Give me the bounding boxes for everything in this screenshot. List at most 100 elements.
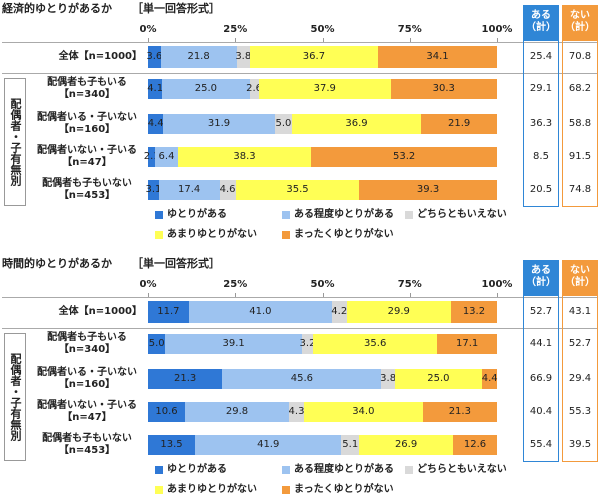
x-tick-label: 75% xyxy=(397,24,422,35)
tick-mark xyxy=(235,38,237,42)
category-label: 配偶者いる・子いない 【n=160】 xyxy=(37,112,137,135)
legend-label: まったくゆとりがない xyxy=(294,484,394,495)
value-label: 12.6 xyxy=(463,439,487,450)
value-label: 45.6 xyxy=(290,373,314,384)
value-label: 41.0 xyxy=(249,306,272,317)
value-label: 35.5 xyxy=(286,184,309,195)
chart-title: 経済的ゆとりがあるか xyxy=(2,2,112,15)
total-value: 52.7 xyxy=(568,338,592,349)
bar-segment xyxy=(235,180,360,200)
total-value: 52.7 xyxy=(529,306,553,317)
bar-segment xyxy=(148,46,161,68)
bar-segment xyxy=(148,369,223,389)
bar-segment xyxy=(420,114,498,134)
value-label: 36.7 xyxy=(302,51,326,62)
total-value: 40.4 xyxy=(529,406,553,417)
category-label: 全体【n=1000】 xyxy=(58,306,142,317)
x-tick-label: 50% xyxy=(310,24,335,35)
tick-mark xyxy=(497,293,498,297)
separator xyxy=(2,297,598,298)
value-label: 34.0 xyxy=(352,406,375,417)
bar-segment xyxy=(292,114,421,134)
x-tick-label: 100% xyxy=(481,279,513,290)
legend-label: ゆとりがある xyxy=(167,209,227,220)
bar-segment xyxy=(381,369,395,389)
legend-swatch xyxy=(155,231,163,239)
value-label: 35.6 xyxy=(364,338,387,349)
total-value: 55.3 xyxy=(568,406,592,417)
value-label: 3.8 xyxy=(235,51,252,62)
x-tick-label: 25% xyxy=(223,279,248,290)
value-label: 3.8 xyxy=(380,373,397,384)
group-label: 配偶者・子有無別 xyxy=(4,78,26,206)
value-label: 39.3 xyxy=(416,184,440,195)
bar-segment xyxy=(453,435,497,455)
bar-segment xyxy=(162,79,250,99)
tick-mark xyxy=(235,293,237,297)
bar-segment xyxy=(311,147,497,167)
bar-segment xyxy=(313,334,438,354)
bar-segment xyxy=(274,114,293,134)
total-value: 74.8 xyxy=(568,184,592,195)
value-label: 37.9 xyxy=(313,83,336,94)
tick-mark xyxy=(148,38,149,42)
total-value: 43.1 xyxy=(568,306,592,317)
total-value: 66.9 xyxy=(529,373,553,384)
bar-segment xyxy=(304,402,423,422)
legend-swatch xyxy=(155,486,163,494)
bar-segment xyxy=(359,180,497,200)
value-label: 3.2 xyxy=(299,338,316,349)
value-label: 17.4 xyxy=(178,184,201,195)
x-tick-label: 75% xyxy=(397,279,422,290)
total-value: 8.5 xyxy=(533,151,549,162)
value-label: 3.6 xyxy=(146,51,163,62)
bar-segment xyxy=(222,369,382,389)
legend-swatch xyxy=(282,486,290,494)
value-label: 3.1 xyxy=(145,184,162,195)
legend-swatch xyxy=(155,466,163,474)
bar-segment xyxy=(377,46,497,68)
total-value: 91.5 xyxy=(568,151,592,162)
value-label: 21.3 xyxy=(174,373,197,384)
bar-segment xyxy=(188,301,332,323)
legend-swatch xyxy=(405,466,413,474)
value-label: 25.0 xyxy=(427,373,450,384)
value-label: 4.6 xyxy=(219,184,236,195)
chart-subtitle: ［単一回答形式］ xyxy=(132,2,220,15)
value-label: 5.1 xyxy=(342,439,359,450)
value-label: 29.8 xyxy=(225,406,249,417)
value-label: 5.0 xyxy=(148,338,165,349)
value-label: 2.1 xyxy=(143,151,160,162)
bar-segment xyxy=(394,369,482,389)
bar-segment xyxy=(481,369,498,389)
bar-segment xyxy=(236,46,250,68)
total-value: 29.1 xyxy=(529,83,553,94)
value-label: 4.1 xyxy=(147,83,164,94)
value-label: 4.3 xyxy=(288,406,305,417)
value-label: 25.0 xyxy=(194,83,218,94)
total-value: 58.8 xyxy=(568,118,592,129)
category-label: 配偶者も子もいない 【n=453】 xyxy=(42,433,132,456)
bar-segment xyxy=(249,79,259,99)
legend-label: まったくゆとりがない xyxy=(294,229,394,240)
value-label: 39.1 xyxy=(222,338,245,349)
x-tick-label: 100% xyxy=(481,24,513,35)
bar-segment xyxy=(148,402,185,422)
value-label: 26.9 xyxy=(394,439,418,450)
value-label: 53.2 xyxy=(393,151,416,162)
legend-swatch xyxy=(155,211,163,219)
value-label: 5.0 xyxy=(275,118,292,129)
category-label: 全体【n=1000】 xyxy=(58,51,142,62)
total-value: 25.4 xyxy=(529,51,553,62)
total-value: 36.3 xyxy=(529,118,553,129)
total-value: 39.5 xyxy=(568,439,592,450)
separator xyxy=(2,328,598,329)
bar-segment xyxy=(422,402,497,422)
category-label: 配偶者いない・子いる 【n=47】 xyxy=(37,400,137,423)
bar-segment xyxy=(288,402,304,422)
legend-label: どちらともいえない xyxy=(417,464,507,475)
x-tick-label: 25% xyxy=(223,24,248,35)
bar-segment xyxy=(331,301,347,323)
tick-mark xyxy=(148,293,149,297)
